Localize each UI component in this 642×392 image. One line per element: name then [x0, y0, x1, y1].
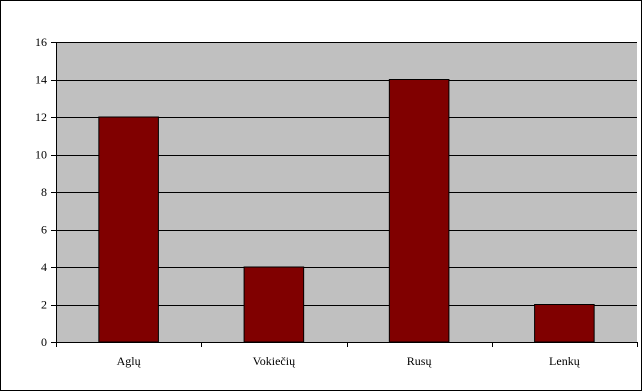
bar-2	[243, 266, 305, 343]
x-tick-labels: Aglų Vokiečių Rusų Lenkų	[117, 354, 580, 368]
bar-4	[534, 304, 595, 343]
bar-1	[98, 116, 159, 343]
y-tick-label: 12	[35, 110, 47, 124]
bar-3	[388, 79, 450, 343]
y-tick-labels: 0 2 4 6 8 10 12 14 16	[35, 35, 47, 349]
x-tick-label: Aglų	[117, 354, 141, 368]
y-tick-label: 0	[41, 335, 47, 349]
y-tick-label: 16	[35, 35, 47, 49]
x-tick-label: Lenkų	[549, 354, 580, 368]
y-tick-label: 14	[35, 73, 47, 87]
y-tick-label: 4	[41, 260, 47, 274]
y-tick-label: 2	[41, 298, 47, 312]
x-tick-label: Rusų	[407, 354, 432, 368]
axes	[51, 42, 638, 347]
bars	[98, 79, 595, 343]
y-tick-label: 8	[41, 185, 47, 199]
y-tick-label: 6	[41, 223, 47, 237]
y-tick-label: 10	[35, 148, 47, 162]
x-tick-label: Vokiečių	[253, 354, 295, 368]
